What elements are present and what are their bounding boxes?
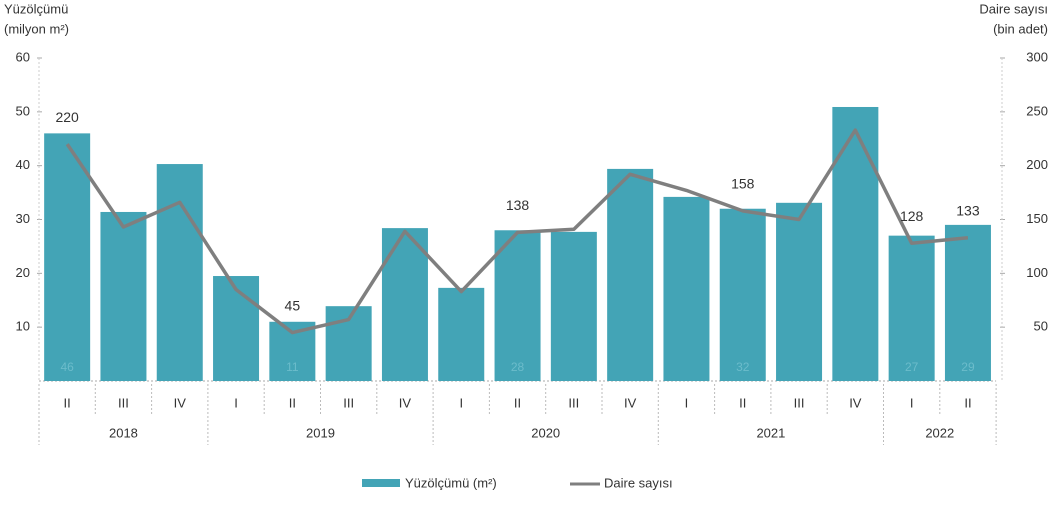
x-tick-label: I — [459, 395, 463, 410]
line-label: 220 — [55, 109, 79, 125]
y-tick-label: 10 — [16, 319, 30, 334]
bar — [44, 133, 91, 381]
bar — [100, 211, 147, 381]
y2-tick-label: 150 — [1026, 211, 1048, 226]
x-tick-label: II — [739, 395, 746, 410]
x-tick-label: III — [568, 395, 579, 410]
line-label: 158 — [731, 176, 755, 192]
x-tick-label: IV — [849, 395, 862, 410]
bar — [832, 106, 879, 381]
bar-label: 27 — [905, 360, 919, 374]
line-label: 138 — [506, 197, 530, 213]
x-tick-label: I — [234, 395, 238, 410]
y2-title: Daire sayısı — [979, 1, 1048, 16]
bar-label: 11 — [286, 360, 299, 374]
x-group-label: 2022 — [925, 425, 954, 440]
x-group-label: 2021 — [756, 425, 785, 440]
line — [65, 128, 969, 335]
x-tick-label: III — [118, 395, 129, 410]
bar — [663, 196, 710, 381]
y-tick-label: 60 — [16, 49, 30, 64]
x-tick-label: I — [910, 395, 914, 410]
y2-title: (bin adet) — [993, 21, 1048, 36]
bar — [888, 235, 935, 381]
x-tick-label: I — [685, 395, 689, 410]
line-label: 128 — [900, 208, 924, 224]
y-tick-label: 40 — [16, 157, 30, 172]
y2-tick-label: 50 — [1034, 319, 1048, 334]
y-tick-label: 50 — [16, 103, 30, 118]
legend-swatch — [362, 479, 400, 487]
x-tick-label: IV — [174, 395, 187, 410]
x-tick-label: III — [343, 395, 354, 410]
y2-tick-label: 100 — [1026, 265, 1048, 280]
y-title: Yüzölçümü — [4, 1, 68, 16]
bar-label: 32 — [736, 360, 750, 374]
x-tick-label: II — [64, 395, 71, 410]
x-tick-label: II — [289, 395, 296, 410]
bar — [438, 287, 485, 381]
line-label: 133 — [956, 203, 980, 219]
y2-tick-label: 250 — [1026, 103, 1048, 118]
x-tick-label: III — [794, 395, 805, 410]
bar — [156, 164, 203, 381]
x-tick-label: IV — [399, 395, 412, 410]
x-tick-label: IV — [624, 395, 637, 410]
x-group-label: 2018 — [109, 425, 138, 440]
x-group-label: 2019 — [306, 425, 335, 440]
bar-label: 29 — [961, 360, 975, 374]
line-label: 45 — [285, 297, 301, 313]
y2-tick-label: 300 — [1026, 49, 1048, 64]
x-group-label: 2020 — [531, 425, 560, 440]
y2-tick-label: 200 — [1026, 157, 1048, 172]
bar — [776, 202, 823, 381]
bar — [607, 168, 654, 381]
bar — [719, 208, 766, 381]
bar-label: 46 — [60, 360, 74, 374]
y-tick-label: 30 — [16, 211, 30, 226]
bar — [550, 231, 597, 381]
bar — [944, 224, 991, 381]
legend-label: Yüzölçümü (m²) — [405, 475, 497, 490]
x-tick-label: II — [964, 395, 971, 410]
bar — [494, 230, 541, 381]
y-tick-label: 20 — [16, 265, 30, 280]
bar — [213, 276, 260, 381]
y-title: (milyon m²) — [4, 21, 69, 36]
bar-label: 28 — [511, 360, 525, 374]
legend-label: Daire sayısı — [604, 475, 673, 490]
x-tick-label: II — [514, 395, 521, 410]
